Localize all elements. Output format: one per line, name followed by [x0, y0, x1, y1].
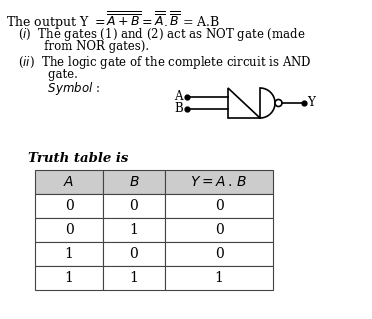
- Text: Y: Y: [307, 97, 315, 109]
- Bar: [35, 242, 103, 266]
- Bar: [165, 218, 273, 242]
- Bar: [165, 266, 273, 290]
- Text: 0: 0: [65, 199, 73, 213]
- Bar: [35, 218, 103, 242]
- Text: ($i$)  The gates (1) and (2) act as NOT gate (made: ($i$) The gates (1) and (2) act as NOT g…: [18, 26, 305, 43]
- Text: 1: 1: [129, 271, 138, 285]
- Text: gate.: gate.: [18, 68, 78, 81]
- Text: $\mathit{Y = A\,.\,B}$: $\mathit{Y = A\,.\,B}$: [190, 175, 248, 189]
- Text: 1: 1: [129, 223, 138, 237]
- Bar: [165, 170, 273, 194]
- Text: 0: 0: [215, 199, 223, 213]
- Bar: [165, 242, 273, 266]
- Bar: [35, 266, 103, 290]
- Text: Truth table is: Truth table is: [28, 152, 128, 165]
- Text: 0: 0: [65, 223, 73, 237]
- Bar: [35, 194, 103, 218]
- Bar: [103, 218, 165, 242]
- Text: 0: 0: [215, 223, 223, 237]
- Text: B: B: [174, 102, 183, 115]
- Text: from NOR gates).: from NOR gates).: [18, 40, 149, 53]
- Text: 1: 1: [65, 271, 73, 285]
- Bar: [35, 170, 103, 194]
- Text: 1: 1: [215, 271, 224, 285]
- Text: 1: 1: [65, 247, 73, 261]
- Text: 0: 0: [215, 247, 223, 261]
- Text: ($ii$)  The logic gate of the complete circuit is AND: ($ii$) The logic gate of the complete ci…: [18, 54, 312, 71]
- Bar: [103, 170, 165, 194]
- Circle shape: [275, 100, 282, 107]
- Bar: [165, 194, 273, 218]
- Bar: [103, 266, 165, 290]
- Text: $\mathit{A}$: $\mathit{A}$: [63, 175, 75, 189]
- Bar: [103, 194, 165, 218]
- Text: 0: 0: [129, 247, 138, 261]
- Text: $\mathit{B}$: $\mathit{B}$: [129, 175, 140, 189]
- Text: The output Y $= \overline{\overline{A+B}} = \overline{\overline{A}}.\overline{\o: The output Y $= \overline{\overline{A+B}…: [6, 10, 220, 32]
- Text: 0: 0: [129, 199, 138, 213]
- Text: A: A: [174, 91, 183, 103]
- Text: $\it{Symbol}$ :: $\it{Symbol}$ :: [18, 80, 100, 97]
- PathPatch shape: [228, 88, 275, 118]
- Bar: [103, 242, 165, 266]
